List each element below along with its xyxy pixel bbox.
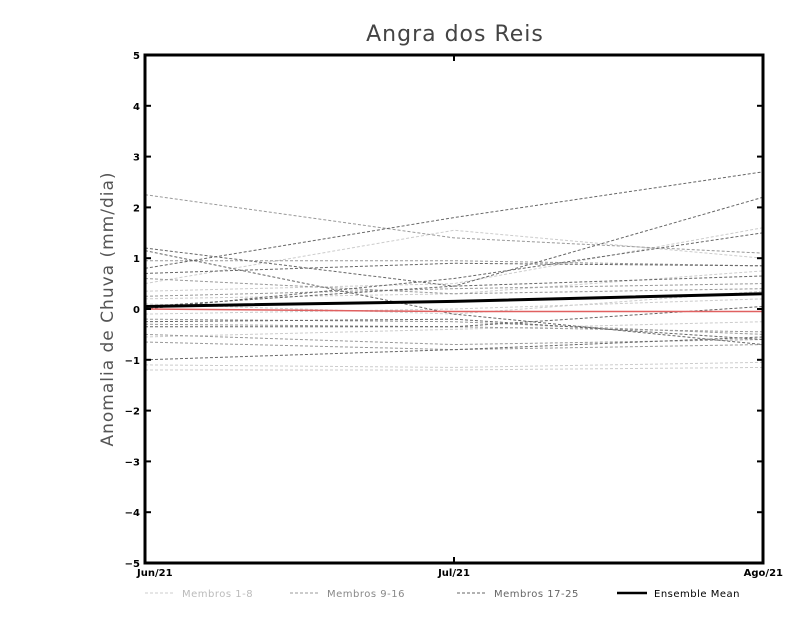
y-tick-label: −5 [125, 559, 140, 570]
x-tick-label: Jun/21 [136, 568, 173, 579]
y-tick-label: −3 [125, 457, 140, 468]
legend-label-1: Membros 1-8 [182, 589, 253, 600]
y-tick-label: −4 [125, 508, 140, 519]
zero-reference-line [144, 308, 763, 313]
series-line-14 [144, 323, 764, 333]
x-tick-label: Ago/21 [744, 568, 783, 579]
series-line-9 [144, 194, 764, 254]
series-layer [144, 171, 764, 371]
ensemble-mean-line [144, 292, 764, 308]
series-line-25 [144, 336, 764, 361]
series-line-19 [144, 196, 764, 287]
y-tick-label: 2 [133, 203, 140, 214]
series-line-3 [144, 270, 764, 300]
series-line-6 [144, 321, 764, 338]
plot-frame [143, 53, 765, 565]
series-line-16 [144, 341, 764, 351]
y-axis-label: Anomalia de Chuva (mm/dia) [98, 171, 118, 446]
series-line-4 [144, 290, 764, 315]
x-tick-label: Jul/21 [437, 568, 470, 579]
series-line-18 [144, 262, 764, 274]
series-line-23 [145, 305, 764, 328]
y-tick-label: −2 [125, 407, 140, 418]
series-line-21 [144, 250, 764, 346]
series-line-22 [144, 275, 764, 307]
y-tick-label: 4 [133, 102, 140, 113]
y-tick-label: 0 [133, 305, 140, 316]
legend-label-2: Membros 9-16 [327, 589, 405, 600]
legend: Membros 1-8 Membros 9-16 Membros 17-25 Ense… [145, 589, 740, 600]
y-tick-label: 3 [133, 153, 140, 164]
chart-title: Angra dos Reis [366, 22, 544, 47]
series-line-15 [144, 333, 764, 346]
series-line-12 [144, 283, 764, 297]
legend-label-4: Ensemble Mean [654, 589, 740, 600]
series-line-5 [144, 298, 764, 315]
series-line-1 [144, 229, 764, 285]
series-line-17 [144, 171, 764, 269]
series-line-8 [145, 366, 764, 371]
y-tick-label: 1 [133, 254, 140, 265]
series-line-20 [144, 232, 764, 310]
series-line-24 [144, 318, 764, 340]
series-line-10 [145, 260, 764, 267]
y-tick-label: 5 [133, 51, 140, 62]
series-line-11 [144, 278, 764, 295]
y-tick-label: −1 [125, 356, 140, 367]
legend-label-3: Membros 17-25 [494, 589, 579, 600]
series-line-7 [144, 361, 764, 368]
series-line-2 [144, 227, 764, 292]
